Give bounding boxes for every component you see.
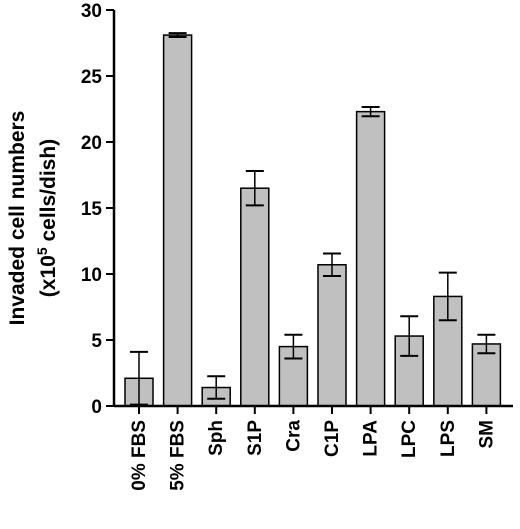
x-tick-label-1: 5% FBS	[168, 420, 189, 491]
bar-9	[471, 343, 502, 407]
y-tick-label-5: 25	[81, 67, 103, 88]
x-tick-label-3: S1P	[245, 420, 266, 456]
bars	[124, 34, 502, 407]
y-tick-label-2: 10	[81, 265, 102, 286]
y-axis-title: Invaded cell numbers (x105 cells/dish)	[6, 111, 60, 326]
y-axis-title-line2-sup: 5	[34, 247, 50, 255]
axes	[112, 10, 513, 408]
y-axis-title-line2-suffix: cells/dish)	[37, 139, 60, 248]
x-tick-label-5: C1P	[322, 420, 343, 457]
x-tick-label-4: Cra	[283, 420, 304, 452]
x-tick-label-0: 0% FBS	[129, 420, 150, 491]
x-axis-labels: 0% FBS 5% FBS Sph S1P Cra C1P LPA LPC LPS SM	[129, 406, 497, 491]
x-tick-label-7: LPC	[399, 420, 420, 458]
x-tick-label-6: LPA	[361, 420, 382, 457]
x-tick-label-8: LPS	[438, 420, 459, 457]
y-tick-label-3: 15	[81, 199, 103, 220]
y-axis-title-line2-prefix: (x10	[37, 255, 60, 297]
bar-6	[355, 110, 386, 407]
bar-1	[162, 34, 193, 407]
bar-5	[317, 264, 347, 407]
x-tick-label-2: Sph	[206, 420, 227, 456]
x-tick-label-9: SM	[476, 420, 497, 449]
error-bars	[130, 32, 496, 406]
y-axis-ticks: 0 5 10 15 20 25 30	[81, 1, 114, 418]
y-axis-title-line1: Invaded cell numbers	[6, 111, 29, 326]
bar-3	[240, 187, 270, 407]
y-tick-label-0: 0	[91, 397, 102, 418]
y-tick-label-1: 5	[91, 331, 102, 352]
y-tick-label-4: 20	[81, 133, 102, 154]
y-tick-label-6: 30	[81, 1, 102, 22]
y-axis-title-line2: (x105 cells/dish)	[34, 139, 60, 297]
